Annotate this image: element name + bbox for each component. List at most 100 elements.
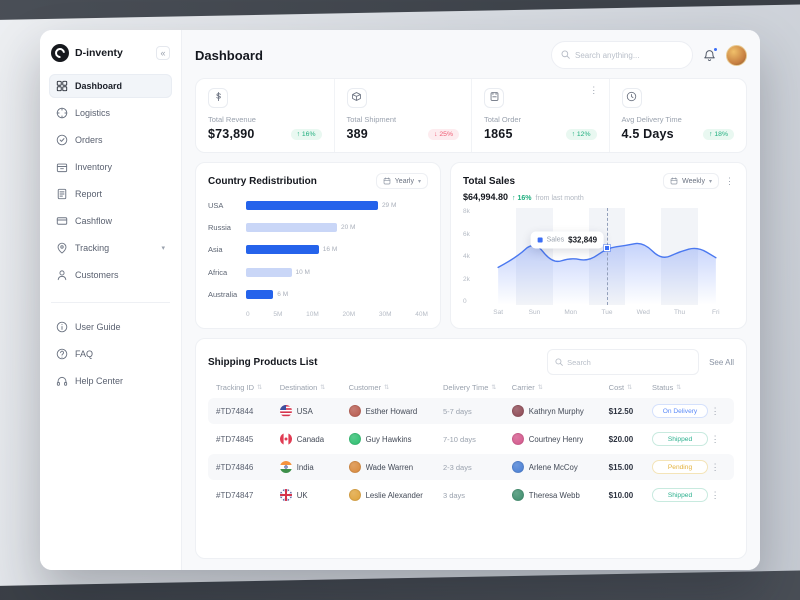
- carrier-avatar: [511, 489, 524, 501]
- column-header-delivery-time[interactable]: Delivery Time ⇅: [443, 383, 512, 392]
- header-actions: [551, 41, 747, 69]
- table-row[interactable]: #TD74847 UK Leslie Alexander 3 days Theresa …: [208, 482, 734, 508]
- stats-card: Total Revenue $73,890 ↑ 16% Total Shipment 3…: [195, 78, 747, 153]
- bar-row-africa: Africa 10 M: [208, 265, 428, 280]
- cell-status: Shipped: [652, 432, 711, 446]
- x-tick-label: Mon: [564, 309, 578, 316]
- x-tick-label: 20M: [342, 311, 356, 318]
- user-guide-icon: [56, 321, 68, 333]
- cell-status: Shipped: [652, 488, 711, 502]
- calendar-icon: [383, 177, 391, 185]
- search-input[interactable]: [575, 50, 683, 60]
- dashboard-icon: [56, 80, 68, 92]
- app-window: D-inventy Dashboard Logistics Orders Invent…: [40, 30, 760, 570]
- sidebar-item-dashboard[interactable]: Dashboard: [49, 74, 172, 98]
- cell-delivery-time: 2-3 days: [442, 462, 472, 472]
- cell-delivery-time: 3 days: [442, 490, 466, 500]
- bar-row-australia: Australia 6 M: [208, 287, 428, 302]
- column-header-customer[interactable]: Customer ⇅: [349, 383, 443, 392]
- status-badge: On Delivery: [652, 404, 709, 418]
- table-row[interactable]: #TD74844 USA Esther Howard 5-7 days Kathryn …: [208, 398, 734, 424]
- column-header-carrier[interactable]: Carrier ⇅: [512, 383, 609, 392]
- stat-total-order: Total Order 1865 ↑ 12%: [471, 79, 609, 152]
- order-icon: [489, 89, 500, 107]
- sidebar-secondary-nav: User Guide FAQ Help Center: [49, 315, 172, 396]
- sort-icon: ⇅: [491, 385, 497, 391]
- sidebar-item-cashflow[interactable]: Cashflow: [49, 209, 172, 233]
- sidebar-item-label: Cashflow: [75, 216, 113, 226]
- x-tick-label: 5M: [273, 311, 283, 318]
- y-tick-label: 0: [463, 298, 467, 305]
- background-band-top: [0, 0, 800, 21]
- bar-row-asia: Asia 16 M: [208, 242, 428, 257]
- country-period-dropdown[interactable]: Yearly: [375, 173, 428, 189]
- notification-dot: [713, 46, 718, 52]
- sales-tooltip: Sales $32,849: [530, 231, 605, 249]
- notifications-bell-icon[interactable]: [703, 46, 718, 62]
- stats-kebab-menu-icon[interactable]: [589, 86, 598, 95]
- flag-usa-icon: [279, 405, 292, 417]
- column-header-destination[interactable]: Destination ⇅: [280, 383, 349, 392]
- logistics-icon: [56, 107, 68, 119]
- carrier-name: Arlene McCoy: [528, 462, 578, 472]
- sidebar-item-orders[interactable]: Orders: [49, 128, 172, 152]
- row-kebab-menu-icon[interactable]: [711, 407, 726, 416]
- destination-label: UK: [296, 490, 308, 500]
- column-header-status[interactable]: Status ⇅: [652, 383, 711, 392]
- search-icon: [561, 46, 570, 64]
- sidebar-item-inventory[interactable]: Inventory: [49, 155, 172, 179]
- sort-icon: ⇅: [627, 385, 633, 391]
- sidebar-item-help-center[interactable]: Help Center: [49, 369, 172, 393]
- global-search[interactable]: [551, 41, 693, 69]
- sales-kebab-menu-icon[interactable]: [725, 177, 734, 186]
- cell-carrier: Arlene McCoy: [511, 461, 609, 473]
- orders-icon: [56, 134, 68, 146]
- table-row[interactable]: #TD74846 India Wade Warren 2-3 days Arlene M…: [208, 454, 734, 480]
- column-header-cost[interactable]: Cost ⇅: [609, 383, 652, 392]
- sidebar-item-user-guide[interactable]: User Guide: [49, 315, 172, 339]
- cell-cost: $20.00: [608, 434, 634, 444]
- sidebar-item-tracking[interactable]: Tracking ▾: [49, 236, 172, 260]
- sales-period-dropdown[interactable]: Weekly: [663, 173, 719, 189]
- bar-fill: [246, 290, 274, 300]
- highlight-point-marker: [604, 245, 610, 251]
- sidebar-item-label: Inventory: [75, 162, 113, 172]
- customer-avatar: [348, 433, 361, 445]
- country-card-header: Country Redistribution Yearly: [208, 173, 428, 189]
- carrier-name: Courtney Henry: [528, 434, 584, 444]
- bar-value-label: 6 M: [277, 291, 289, 299]
- sidebar-item-faq[interactable]: FAQ: [49, 342, 172, 366]
- shipping-products-card: Shipping Products List See All Tracking …: [195, 338, 747, 559]
- shipping-search-input[interactable]: [567, 357, 692, 367]
- main-content: Dashboard Total Revenue$73,890↑ 16%Total…: [182, 30, 760, 570]
- flag-uk-icon: [279, 489, 292, 501]
- column-header-label: Customer: [348, 383, 382, 392]
- sidebar-item-report[interactable]: Report: [49, 182, 172, 206]
- bar-category-label: USA: [208, 200, 224, 210]
- sales-change-badge: 16%: [512, 195, 532, 202]
- row-kebab-menu-icon[interactable]: [711, 491, 726, 500]
- y-tick-label: 8k: [463, 208, 470, 215]
- x-tick-label: Wed: [636, 309, 650, 316]
- sidebar-collapse-button[interactable]: [156, 46, 170, 60]
- cell-destination: UK: [279, 489, 349, 501]
- column-header-tracking-id[interactable]: Tracking ID ⇅: [216, 383, 280, 392]
- table-row[interactable]: #TD74845 Canada Guy Hawkins 7-10 days Courtn…: [208, 426, 734, 452]
- cell-tracking-id: #TD74845: [216, 434, 254, 444]
- main-header: Dashboard: [195, 41, 747, 69]
- shipment-icon: [351, 89, 362, 107]
- report-icon: [56, 188, 68, 200]
- brand-name: D-inventy: [75, 47, 123, 59]
- row-kebab-menu-icon[interactable]: [711, 435, 726, 444]
- row-kebab-menu-icon[interactable]: [711, 463, 726, 472]
- sidebar-item-label: Orders: [75, 135, 103, 145]
- user-avatar[interactable]: [726, 44, 747, 66]
- customer-name: Wade Warren: [365, 462, 414, 472]
- cell-tracking-id: #TD74847: [216, 490, 254, 500]
- tooltip-label: Sales: [546, 236, 565, 244]
- stat-total-revenue: Total Revenue $73,890 ↑ 16%: [196, 79, 334, 152]
- shipping-search[interactable]: [547, 349, 700, 375]
- see-all-link[interactable]: See All: [709, 357, 734, 367]
- sidebar-item-logistics[interactable]: Logistics: [49, 101, 172, 125]
- sidebar-item-customers[interactable]: Customers: [49, 263, 172, 287]
